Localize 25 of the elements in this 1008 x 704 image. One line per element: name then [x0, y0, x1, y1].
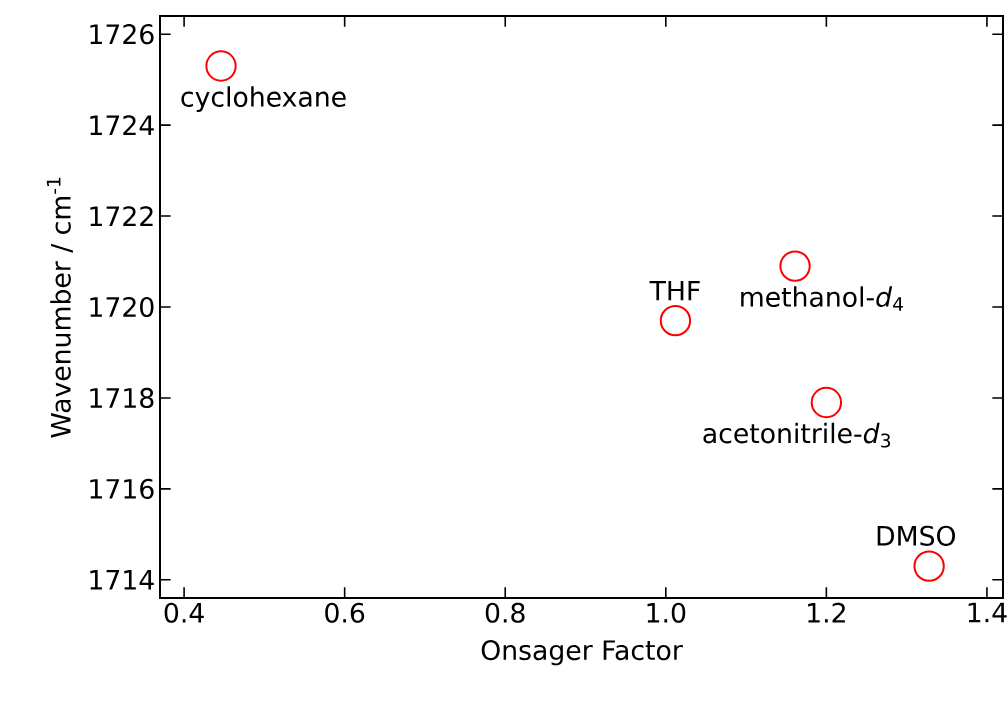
x-tick-label: 1.4 — [968, 602, 1007, 623]
x-axis-title: Onsager Factor — [481, 640, 683, 666]
point — [913, 550, 945, 582]
point — [810, 386, 843, 419]
x-tick-label: 1.2 — [808, 602, 845, 623]
point — [779, 250, 811, 282]
annotation: acetonitrile-d$_{3}$ — [703, 422, 891, 448]
x-tick-label: 0.4 — [164, 602, 204, 623]
y-tick-label: 1720 — [90, 296, 154, 318]
point — [659, 304, 692, 337]
annotation: methanol-d$_{4}$ — [741, 286, 903, 311]
point — [205, 50, 237, 82]
x-tick-label: 0.8 — [485, 602, 525, 623]
y-axis-title: Wavenumber / cm$^{-1}$ — [46, 177, 73, 438]
annotation: cyclohexane — [181, 86, 346, 113]
y-tick-label: 1722 — [90, 206, 153, 226]
y-tick-label: 1724 — [90, 115, 154, 136]
y-tick-label: 1714 — [90, 570, 154, 590]
y-tick-label: 1718 — [90, 387, 154, 409]
x-tick-label: 1.0 — [647, 602, 686, 623]
y-tick-label: 1726 — [90, 24, 154, 45]
annotation: DMSO — [877, 525, 956, 546]
y-tick-label: 1716 — [90, 478, 154, 499]
annotation: THF — [649, 280, 700, 301]
x-tick-label: 0.6 — [325, 602, 365, 623]
